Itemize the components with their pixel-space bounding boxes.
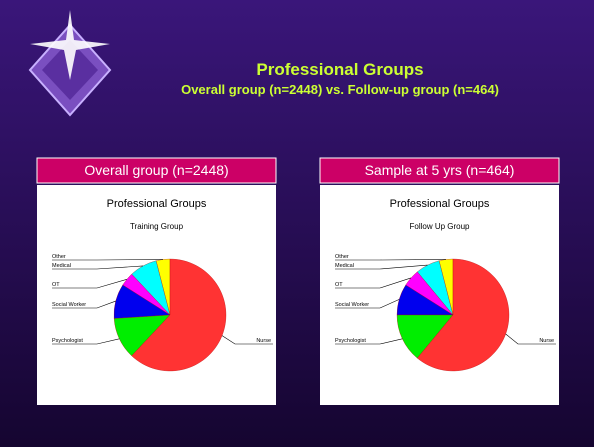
slice-label: Social Worker [52,302,86,308]
leader-line [52,338,120,345]
leader-line [52,279,127,289]
pie-slice [417,258,510,372]
slice-label: Psychologist [52,338,83,344]
chart-title: Professional Groups [390,198,490,210]
panel: Sample at 5 yrs (n=464) Professional Gro… [319,157,560,405]
slice-label: Social Worker [335,302,369,308]
slide-subtitle: Overall group (n=2448) vs. Follow-up gro… [181,82,499,97]
slice-label: Psychologist [335,338,366,344]
panel: Overall group (n=2448) Professional Grou… [36,157,277,405]
leader-line [335,338,403,345]
leader-line [221,335,273,345]
slice-label: Other [335,254,349,260]
slice-label: OT [335,282,343,288]
slide-title: Professional Groups [256,60,423,79]
leader-line [52,300,116,309]
panel-header [319,157,560,184]
slice-label: Other [52,254,66,260]
leader-line [335,259,446,261]
leader-line [335,299,400,309]
leader-line [335,264,428,270]
slice-label: Nurse [539,338,554,344]
slice-label: Nurse [256,338,271,344]
panel-title: Overall group (n=2448) [84,162,228,178]
chart-subtitle: Follow Up Group [409,222,470,231]
panel-header [36,157,277,184]
chart-title: Professional Groups [107,198,207,210]
chart-subtitle: Training Group [130,222,184,231]
leader-line [335,277,412,289]
leader-line [52,265,144,270]
slice-label: Medical [335,263,354,269]
slice-label: OT [52,282,60,288]
leader-line [52,259,163,261]
panel-title: Sample at 5 yrs (n=464) [365,162,515,178]
logo [28,10,112,117]
pie-slice [131,258,227,372]
leader-line [505,333,556,345]
slice-label: Medical [52,263,71,269]
